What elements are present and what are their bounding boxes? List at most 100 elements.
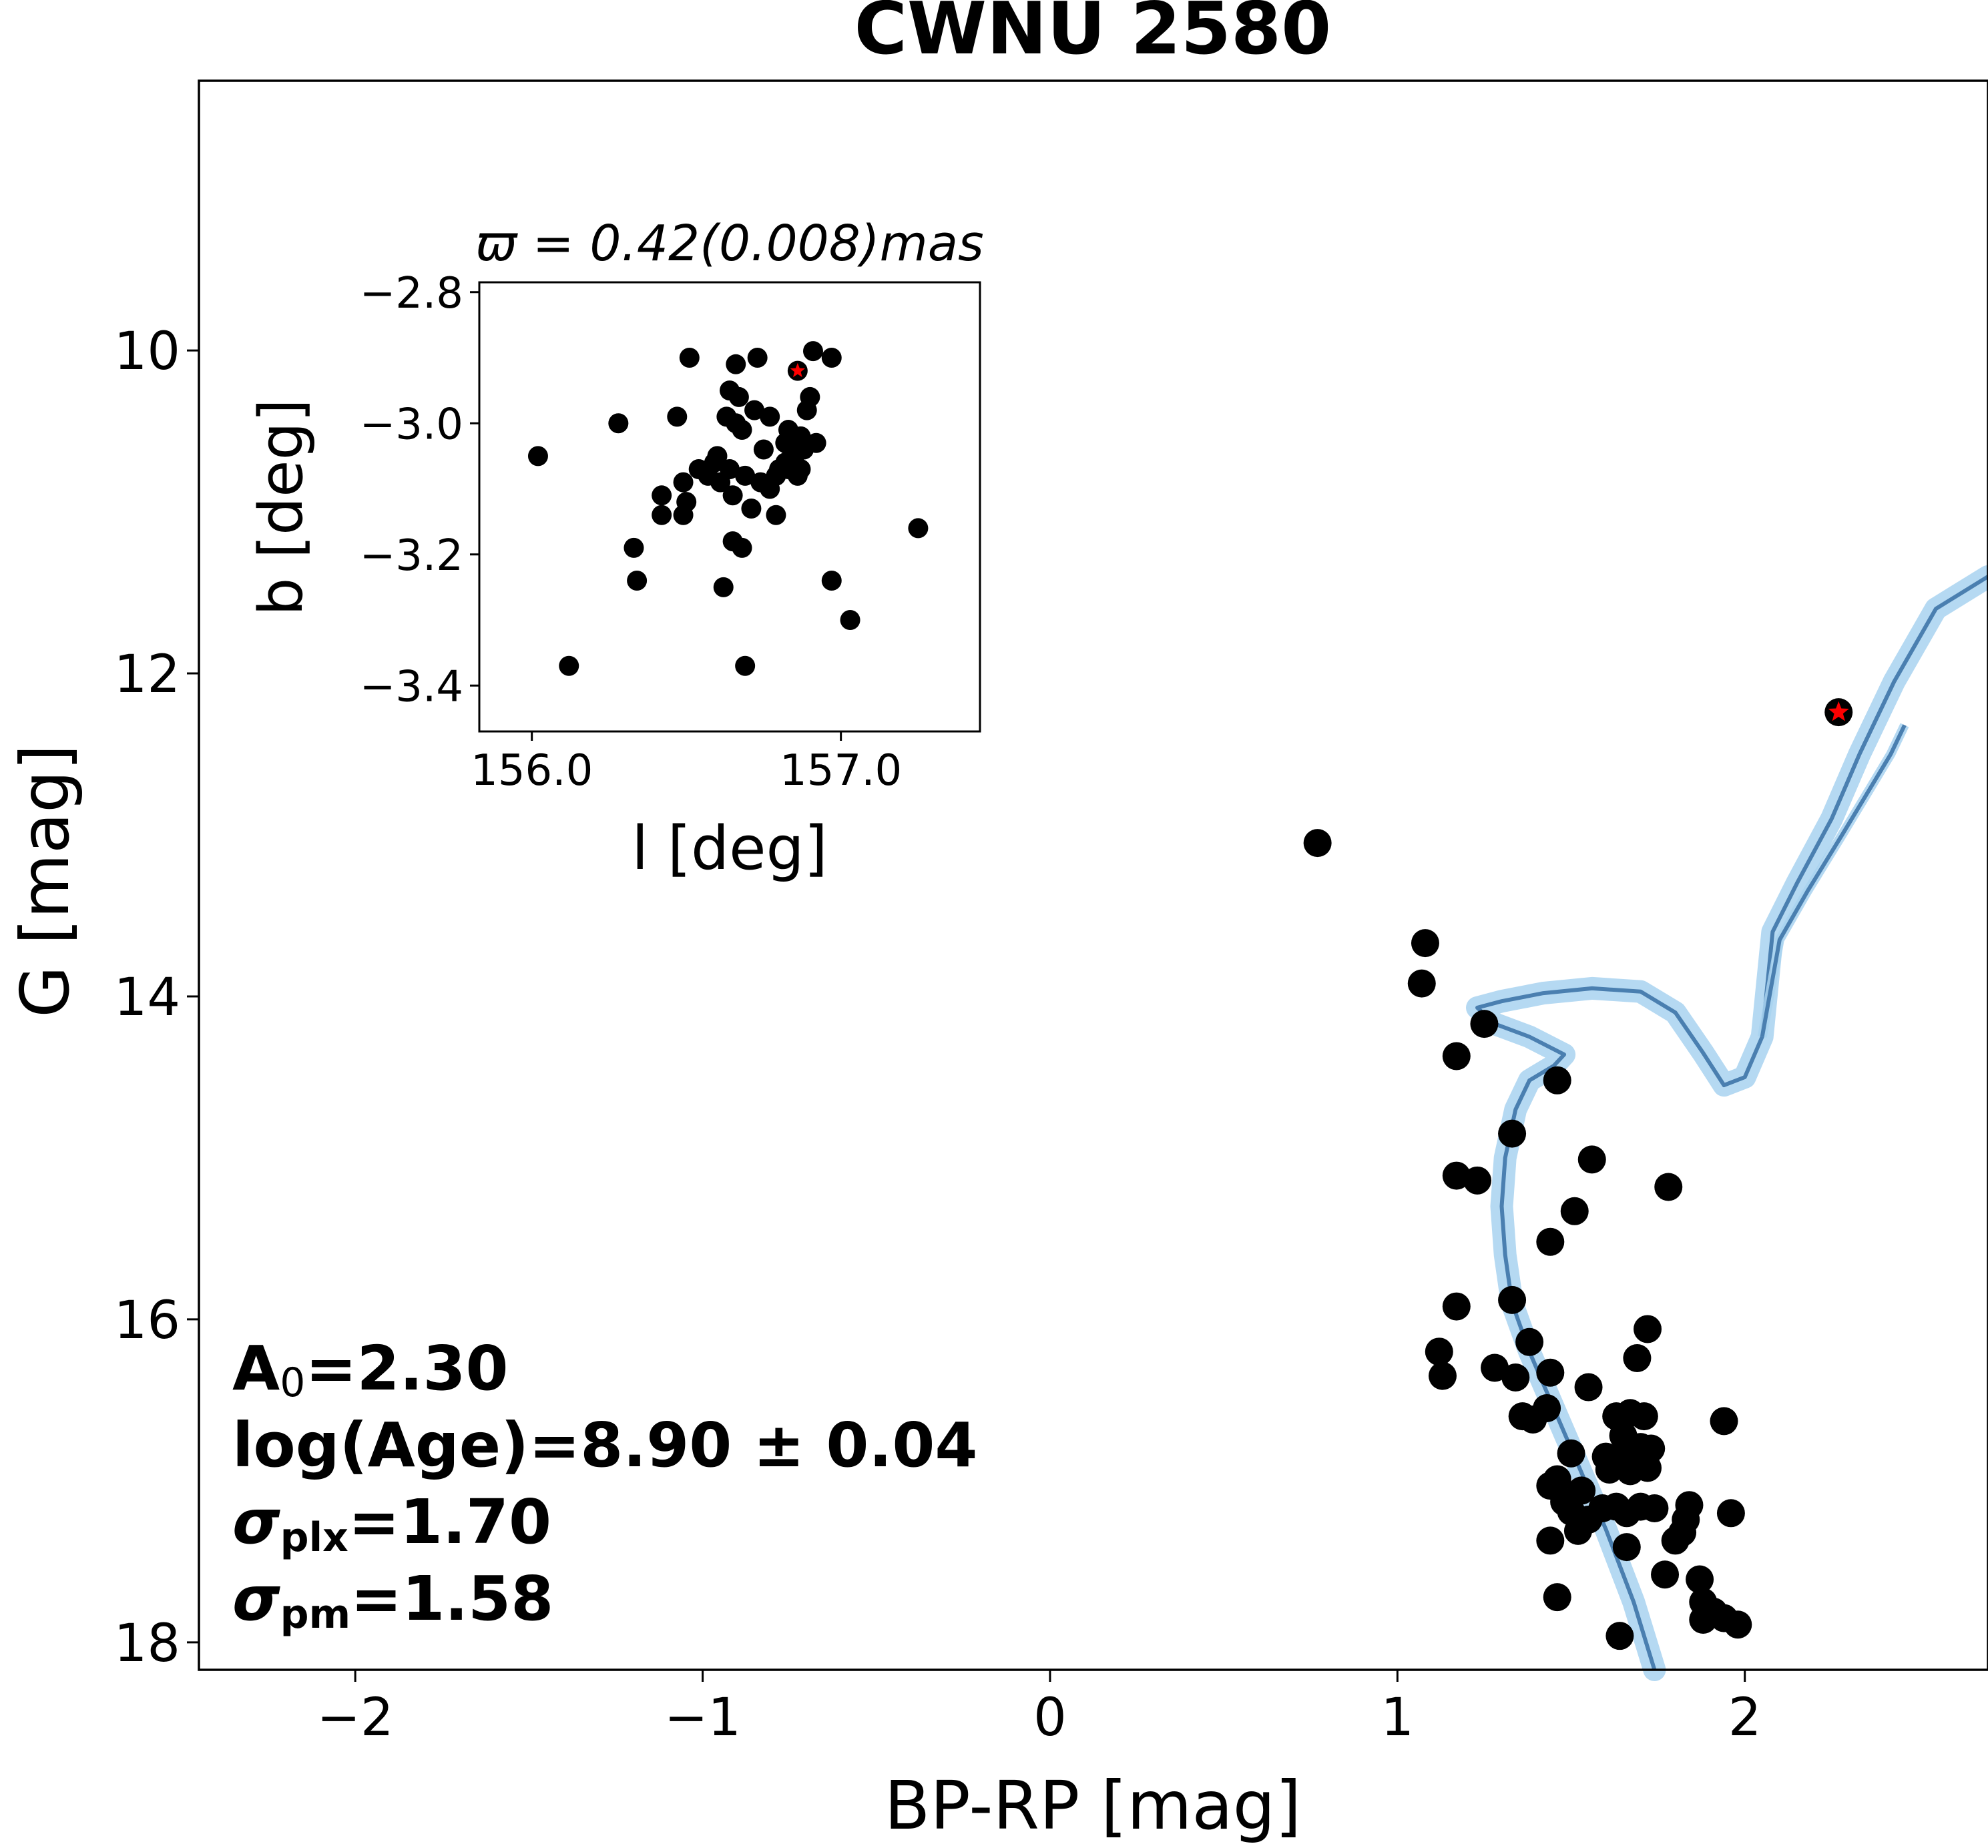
data-point <box>821 347 842 368</box>
main-x-tick-label: 0 <box>1033 1688 1067 1748</box>
inset-axes: 156.0 157.0 −2.8 −3.0 −3.2 −3.4 <box>360 269 903 796</box>
data-point <box>840 609 860 630</box>
data-point <box>1442 1292 1471 1321</box>
annotation-log-age: log(Age)=8.90 ± 0.04 <box>232 1410 977 1481</box>
data-point <box>1661 1526 1690 1555</box>
data-point <box>1623 1343 1652 1372</box>
data-point <box>1303 829 1332 858</box>
data-point <box>527 446 548 467</box>
data-point <box>1536 1526 1565 1555</box>
data-point <box>1481 1353 1509 1382</box>
data-point <box>1498 1285 1527 1314</box>
data-point <box>1536 1358 1565 1387</box>
highlighted-star-marker <box>1828 701 1849 721</box>
data-point <box>1560 1197 1589 1225</box>
data-point <box>679 347 700 368</box>
data-point <box>1463 1166 1492 1195</box>
isochrone-agb-band <box>1757 723 1909 1038</box>
data-point <box>1574 1373 1603 1402</box>
main-y-tick-label: 18 <box>114 1614 180 1674</box>
data-point <box>1557 1439 1585 1468</box>
data-point <box>732 420 752 440</box>
data-point <box>707 446 728 467</box>
data-point <box>608 413 629 434</box>
data-point <box>1411 929 1439 958</box>
data-point <box>1543 1583 1571 1612</box>
data-point <box>1407 969 1436 998</box>
data-point <box>1515 1327 1544 1356</box>
data-point <box>1689 1605 1718 1634</box>
data-point <box>720 459 740 480</box>
main-y-axis-label: G [mag] <box>6 744 84 1017</box>
data-point <box>1651 1560 1680 1589</box>
data-point <box>728 386 749 407</box>
data-point <box>803 341 823 362</box>
annotation-sigma-plx: σplx=1.70 <box>232 1486 551 1561</box>
data-point <box>1501 1363 1530 1392</box>
isochrone-agb-line <box>1760 724 1907 1038</box>
data-point <box>1498 1119 1527 1148</box>
data-point <box>753 439 774 460</box>
data-point <box>1634 1315 1662 1343</box>
data-point <box>1536 1227 1565 1256</box>
data-point <box>1640 1494 1669 1523</box>
data-point <box>1577 1145 1606 1174</box>
annotation-a0: A0=2.30 <box>232 1333 508 1406</box>
data-point <box>722 485 743 506</box>
main-title: CWNU 2580 <box>854 0 1332 71</box>
data-point <box>766 505 786 525</box>
data-point <box>652 505 672 525</box>
data-point <box>627 571 648 591</box>
inset-title: ϖ = 0.42(0.008)mas <box>475 215 983 272</box>
data-point <box>1595 1455 1624 1484</box>
data-point <box>732 537 752 558</box>
inset-plot-frame <box>478 281 981 733</box>
main-x-tick-label: −2 <box>317 1688 394 1748</box>
data-point <box>713 577 734 597</box>
data-point <box>1654 1173 1683 1201</box>
data-point <box>1442 1042 1471 1070</box>
data-point <box>1425 1337 1453 1366</box>
data-point <box>741 498 762 519</box>
data-point <box>1612 1533 1641 1562</box>
inset-y-tick-label: −3.0 <box>360 400 463 449</box>
inset-y-tick-label: −3.4 <box>360 662 463 711</box>
data-point <box>821 571 842 591</box>
data-point <box>790 459 811 480</box>
main-y-tick-label: 16 <box>114 1291 180 1351</box>
inset-x-tick-label: 156.0 <box>471 746 593 796</box>
inset-y-tick-label: −2.8 <box>360 269 463 318</box>
data-point <box>1724 1610 1752 1639</box>
data-point <box>1686 1565 1714 1594</box>
data-point <box>747 347 768 368</box>
main-x-tick-label: 2 <box>1728 1688 1762 1748</box>
data-point <box>1533 1394 1561 1423</box>
data-point <box>760 406 780 427</box>
data-point <box>1543 1066 1571 1095</box>
main-data-points <box>1303 698 1853 1650</box>
inset-x-axis-label: l [deg] <box>632 814 827 884</box>
main-x-tick-label: 1 <box>1381 1688 1415 1748</box>
data-point <box>735 655 756 676</box>
data-point <box>1563 1516 1592 1545</box>
data-point <box>908 518 929 539</box>
main-y-tick-label: 14 <box>114 968 180 1028</box>
inset-y-axis-label: b [deg] <box>246 398 316 616</box>
data-point <box>1710 1407 1738 1436</box>
data-point <box>726 354 746 374</box>
inset-background <box>479 282 980 731</box>
data-point <box>624 537 644 558</box>
main-plot-frame <box>198 79 1988 1671</box>
data-point <box>676 492 697 513</box>
data-point <box>1605 1622 1634 1650</box>
data-point <box>652 485 672 506</box>
inset-y-tick-label: −3.2 <box>360 531 463 581</box>
main-x-axis-label: BP-RP [mag] <box>885 1767 1302 1845</box>
data-point <box>1428 1361 1457 1390</box>
main-y-tick-label: 12 <box>114 645 180 705</box>
main-x-tick-label: −1 <box>664 1688 741 1748</box>
inset-x-tick-label: 157.0 <box>780 746 902 796</box>
data-point <box>559 655 579 676</box>
